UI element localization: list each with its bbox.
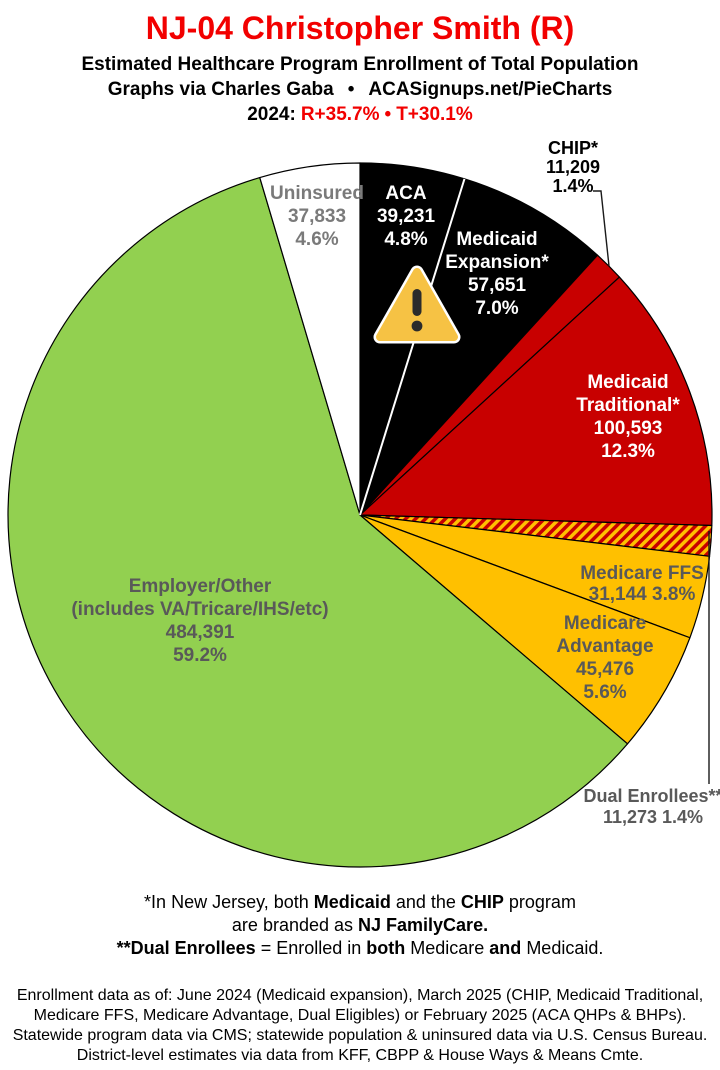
pie-chart — [7, 162, 713, 868]
pie-slice-employer-other — [7, 176, 629, 868]
label-line: Employer/Other — [128, 576, 272, 597]
label-line: 100,593 — [593, 418, 663, 439]
partisan-t-value: T+30.1% — [396, 104, 473, 125]
slice-label-medicaid-expansion: Medicaid Expansion* 57,651 7.0% — [408, 228, 586, 320]
footnote-nj-familycare-line1: *In New Jersey, both Medicaid and the CH… — [0, 891, 720, 914]
text-segment: and the — [390, 892, 461, 912]
label-line: Medicare — [563, 613, 647, 634]
pie-slice-medicaid-traditional — [359, 276, 713, 527]
text-segment: Medicaid. — [521, 938, 604, 958]
credit-line: Graphs via Charles Gaba • ACASignups.net/P… — [0, 79, 720, 101]
slice-label-medicare-advantage: Medicare Advantage 45,476 5.6% — [522, 612, 688, 704]
credit-site: ACASignups.net/PieCharts — [368, 79, 613, 100]
label-line: 57,651 — [467, 275, 527, 296]
page-title: NJ-04 Christopher Smith (R) — [145, 10, 575, 46]
slice-label-medicare-ffs: Medicare FFS 31,144 3.8% — [556, 563, 720, 605]
label-line: 45,476 — [575, 659, 635, 680]
label-line: Dual Enrollees** — [583, 786, 720, 806]
label-line: Traditional* — [576, 395, 680, 416]
text-segment: = Enrolled in — [255, 938, 367, 958]
source-note-line1: Enrollment data as of: June 2024 (Medica… — [16, 987, 704, 1004]
partisan-r-value: R+35.7% — [300, 104, 380, 125]
text-segment: NJ FamilyCare. — [358, 915, 489, 935]
pie-slice-uninsured — [259, 162, 361, 516]
partisan-bullet-icon: • — [384, 104, 392, 125]
slice-label-medicaid-traditional: Medicaid Traditional* 100,593 12.3% — [545, 371, 711, 463]
text-segment: and — [489, 938, 522, 958]
label-line: Advantage — [556, 636, 654, 657]
label-line: 31,144 3.8% — [588, 584, 696, 605]
label-line: Medicare FFS — [580, 563, 704, 584]
partisan-lean-line: 2024: R+35.7% • T+30.1% — [0, 104, 720, 126]
slice-label-chip-callout: CHIP* 11,209 1.4% — [520, 139, 626, 196]
source-note-line2: Medicare FFS, Medicare Advantage, Dual E… — [33, 1007, 687, 1024]
source-note-line4: District-level estimates via data from K… — [76, 1047, 644, 1064]
text-segment: Medicaid — [313, 892, 391, 912]
slice-label-employer-other: Employer/Other (includes VA/Tricare/IHS/e… — [38, 575, 362, 667]
label-line: ACA — [385, 183, 427, 204]
label-line: 37,833 — [287, 206, 347, 227]
label-line: Medicaid — [587, 372, 669, 393]
credit-author: Graphs via Charles Gaba — [107, 79, 334, 100]
slice-label-uninsured: Uninsured 37,833 4.6% — [252, 182, 382, 251]
page-subtitle: Estimated Healthcare Program Enrollment … — [81, 54, 639, 75]
slice-label-aca: ACA 39,231 4.8% — [350, 182, 462, 251]
text-segment: program — [503, 892, 576, 912]
footnote-nj-familycare-line2: are branded as NJ FamilyCare. — [0, 914, 720, 937]
label-line: Expansion* — [445, 252, 549, 273]
text-segment: both — [366, 938, 406, 958]
text-segment: CHIP — [460, 892, 504, 912]
label-line: Uninsured — [270, 183, 364, 204]
text-segment: *In New Jersey, both — [144, 892, 314, 912]
warning-icon — [373, 265, 461, 344]
label-line: CHIP* — [547, 138, 598, 158]
footnote-dual-enrollees: **Dual Enrollees = Enrolled in both Medi… — [0, 937, 720, 960]
source-note-line3: Statewide program data via CMS; statewid… — [12, 1027, 708, 1044]
label-line: 4.6% — [295, 229, 339, 250]
label-line: Medicaid — [456, 229, 538, 250]
slice-label-dual-enrollees-callout: Dual Enrollees** 11,273 1.4% — [570, 786, 720, 828]
pie-wedges — [7, 162, 713, 868]
label-line: (includes VA/Tricare/IHS/etc) — [71, 599, 329, 620]
label-line: 59.2% — [173, 645, 227, 666]
credit-bullet-icon: • — [347, 79, 355, 100]
chip-callout-line — [593, 190, 610, 267]
label-line: 5.6% — [583, 682, 627, 703]
label-line: 11,209 — [545, 157, 601, 177]
label-line: 12.3% — [601, 441, 655, 462]
label-line: 1.4% — [552, 176, 594, 196]
label-line: 39,231 — [376, 206, 436, 227]
label-line: 4.8% — [384, 229, 428, 250]
label-line: 484,391 — [165, 622, 235, 643]
text-segment: are branded as — [231, 915, 359, 935]
text-segment: Medicare — [405, 938, 490, 958]
label-line: 11,273 1.4% — [602, 807, 704, 827]
label-line: 7.0% — [475, 298, 519, 319]
pie-slice-medicaid-expansion — [359, 178, 599, 516]
text-segment: **Dual Enrollees — [116, 938, 256, 958]
partisan-year-label: 2024: — [247, 104, 296, 125]
slice-separator-line — [359, 178, 466, 516]
